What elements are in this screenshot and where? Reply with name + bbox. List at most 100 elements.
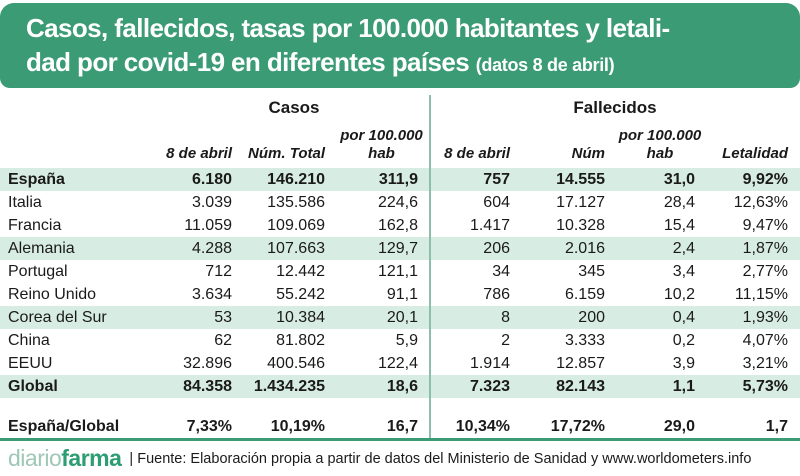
summary-value: 7,33% (186, 418, 232, 435)
summary-value: 10,34% (455, 418, 510, 435)
value-cell: 224,6 (377, 194, 418, 211)
table-subheader-row: 8 de abril Núm. Total por 100.000 hab 8 … (0, 121, 800, 168)
value-cell: 31,0 (663, 171, 695, 188)
title-banner: Casos, fallecidos, tasas por 100.000 hab… (0, 3, 800, 88)
country-cell: Portugal (8, 263, 68, 280)
value-cell: 12.442 (276, 263, 325, 280)
value-cell: 3,4 (672, 263, 695, 280)
value-cell: 3.333 (564, 332, 605, 349)
summary-value: 29,0 (663, 418, 695, 435)
value-cell: 786 (483, 286, 510, 303)
value-cell: 34 (492, 263, 510, 280)
subheader-fallecidos-num: Núm (571, 145, 605, 162)
country-cell: Francia (8, 217, 62, 234)
source-attribution: | Fuente: Elaboración propia a partir de… (129, 450, 752, 467)
value-cell: 20,1 (386, 309, 418, 326)
group-header-fallecidos: Fallecidos (573, 98, 657, 117)
value-cell: 62 (214, 332, 232, 349)
value-cell: 206 (483, 240, 510, 257)
value-cell: 3,21% (742, 355, 788, 372)
value-cell: 8 (501, 309, 510, 326)
value-cell: 18,6 (386, 378, 418, 395)
value-cell: 311,9 (378, 171, 418, 188)
table-row: Corea del Sur 53 10.384 20,1 8 200 0,4 1… (0, 306, 800, 329)
spacer-row (0, 398, 800, 415)
value-cell: 55.242 (276, 286, 325, 303)
table-row: Italia 3.039 135.586 224,6 604 17.127 28… (0, 191, 800, 214)
table-row: Alemania 4.288 107.663 129,7 206 2.016 2… (0, 237, 800, 260)
value-cell: 28,4 (663, 194, 695, 211)
value-cell: 15,4 (663, 217, 695, 234)
table-body: España 6.180 146.210 311,9 757 14.555 31… (0, 168, 800, 398)
section-divider-line (429, 95, 431, 438)
summary-value: 16,7 (386, 418, 418, 435)
summary-value: 10,19% (270, 418, 325, 435)
value-cell: 0,2 (672, 332, 695, 349)
table-row: China 62 81.802 5,9 2 3.333 0,2 4,07% (0, 329, 800, 352)
country-cell: Corea del Sur (8, 309, 107, 326)
summary-value: 1,7 (765, 418, 788, 435)
value-cell: 135.586 (267, 194, 325, 211)
country-cell: EEUU (8, 355, 53, 372)
value-cell: 10.328 (556, 217, 605, 234)
value-cell: 604 (483, 194, 510, 211)
page-title-line2-text: dad por covid-19 en diferentes países (26, 47, 470, 77)
value-cell: 32.896 (183, 355, 232, 372)
value-cell: 2,4 (672, 240, 695, 257)
value-cell: 122,4 (377, 355, 418, 372)
table-row: Portugal 712 12.442 121,1 34 345 3,4 2,7… (0, 260, 800, 283)
value-cell: 82.143 (556, 378, 605, 395)
value-cell: 400.546 (267, 355, 325, 372)
value-cell: 10,2 (663, 286, 695, 303)
logo-farma-text: farma (61, 445, 122, 471)
value-cell: 129,7 (377, 240, 418, 257)
value-cell: 1,93% (742, 309, 788, 326)
value-cell: 162,8 (377, 217, 418, 234)
group-header-casos: Casos (268, 98, 320, 117)
value-cell: 84.358 (183, 378, 232, 395)
value-cell: 2,77% (742, 263, 788, 280)
subheader-fallecidos-por-100000: por 100.000 hab (618, 127, 702, 162)
value-cell: 2 (501, 332, 510, 349)
country-cell: China (8, 332, 50, 349)
value-cell: 3.039 (191, 194, 232, 211)
value-cell: 757 (483, 171, 510, 188)
page-title-line2: dad por covid-19 en diferentes países (d… (26, 45, 780, 82)
value-cell: 3.634 (191, 286, 232, 303)
logo-diario-text: diario (8, 445, 62, 471)
summary-label: España/Global (8, 418, 120, 435)
country-cell: Italia (8, 194, 42, 211)
subheader-letalidad: Letalidad (722, 145, 788, 162)
value-cell: 5,73% (742, 378, 788, 395)
value-cell: 712 (205, 263, 232, 280)
value-cell: 10.384 (276, 309, 325, 326)
table-row: Reino Unido 3.634 55.242 91,1 786 6.159 … (0, 283, 800, 306)
value-cell: 1.434.235 (253, 378, 325, 395)
value-cell: 3,9 (672, 355, 695, 372)
value-cell: 5,9 (395, 332, 418, 349)
subheader-fallecidos-8abril: 8 de abril (444, 145, 510, 162)
value-cell: 7.323 (469, 378, 510, 395)
value-cell: 200 (578, 309, 605, 326)
value-cell: 9,47% (742, 217, 788, 234)
value-cell: 53 (214, 309, 232, 326)
value-cell: 81.802 (276, 332, 325, 349)
value-cell: 2.016 (564, 240, 605, 257)
value-cell: 345 (578, 263, 605, 280)
value-cell: 1,1 (672, 378, 695, 395)
subheader-casos-8abril: 8 de abril (166, 145, 232, 162)
value-cell: 1.914 (469, 355, 510, 372)
value-cell: 11,15% (734, 286, 788, 303)
value-cell: 6.159 (564, 286, 605, 303)
value-cell: 17.127 (556, 194, 605, 211)
value-cell: 6.180 (191, 171, 232, 188)
value-cell: 4.288 (191, 240, 232, 257)
value-cell: 121,1 (377, 263, 418, 280)
country-cell: Alemania (8, 240, 75, 257)
table-row: Global 84.358 1.434.235 18,6 7.323 82.14… (0, 375, 800, 398)
value-cell: 14.555 (556, 171, 605, 188)
summary-value: 17,72% (550, 418, 605, 435)
table-row: España 6.180 146.210 311,9 757 14.555 31… (0, 168, 800, 191)
table-row: EEUU 32.896 400.546 122,4 1.914 12.857 3… (0, 352, 800, 375)
subheader-casos-num-total: Núm. Total (248, 145, 325, 162)
